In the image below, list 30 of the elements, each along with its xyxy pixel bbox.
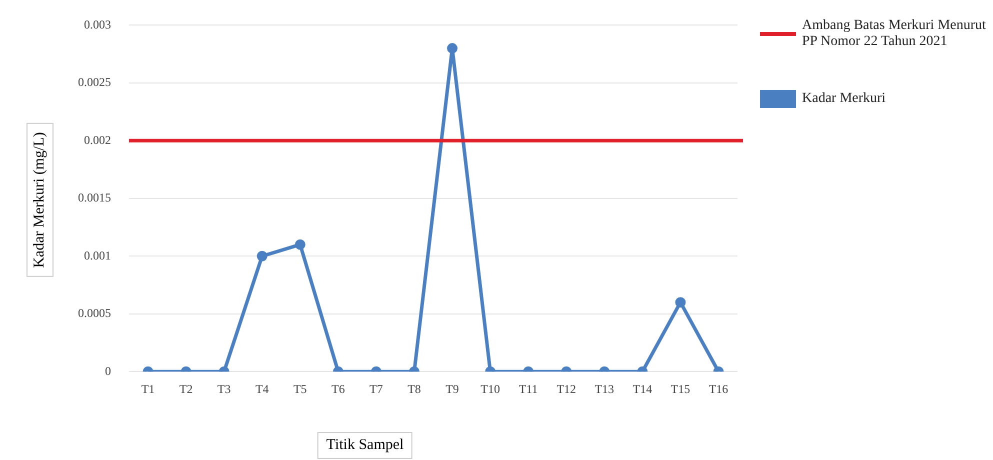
- point: [294, 239, 306, 250]
- x-tick-label: T10: [480, 382, 500, 396]
- x-tick-label: T4: [255, 382, 269, 396]
- y-tick-label: 0: [105, 364, 111, 378]
- y-axis-title: Kadar Merkuri (mg/L): [26, 123, 54, 277]
- y-tick-label: 0.0015: [78, 190, 111, 205]
- x-tick-label: T8: [408, 382, 421, 396]
- x-tick-label: T5: [293, 382, 307, 396]
- x-tick-label: T1: [141, 382, 155, 396]
- y-tick-label: 0.001: [84, 248, 111, 262]
- x-tick-label: T3: [217, 382, 231, 396]
- x-tick-label: T13: [594, 382, 614, 396]
- point: [256, 250, 268, 262]
- y-tick-label: 0.002: [84, 132, 111, 147]
- x-tick-label: T12: [556, 382, 576, 396]
- x-tick-label: T7: [370, 382, 383, 396]
- x-tick-label: T6: [332, 382, 345, 396]
- legend-label: Ambang Batas Merkuri Menurut PP Nomor 22 Tahun 2021: [802, 18, 987, 50]
- x-tick-label: T15: [670, 382, 690, 396]
- x-tick-label: T9: [446, 382, 459, 396]
- x-tick-label: T11: [518, 382, 538, 396]
- y-tick-label: 0.0025: [78, 75, 111, 90]
- y-tick-label: 0.003: [84, 17, 111, 32]
- x-tick-label: T2: [179, 382, 193, 396]
- x-tick-label: T14: [632, 382, 652, 396]
- legend-label: Kadar Merkuri: [802, 91, 886, 107]
- y-tick-label: 0.0005: [78, 306, 111, 320]
- x-axis-title: Titik Sampel: [317, 432, 413, 459]
- x-tick-label: T16: [708, 382, 728, 396]
- point: [447, 43, 458, 54]
